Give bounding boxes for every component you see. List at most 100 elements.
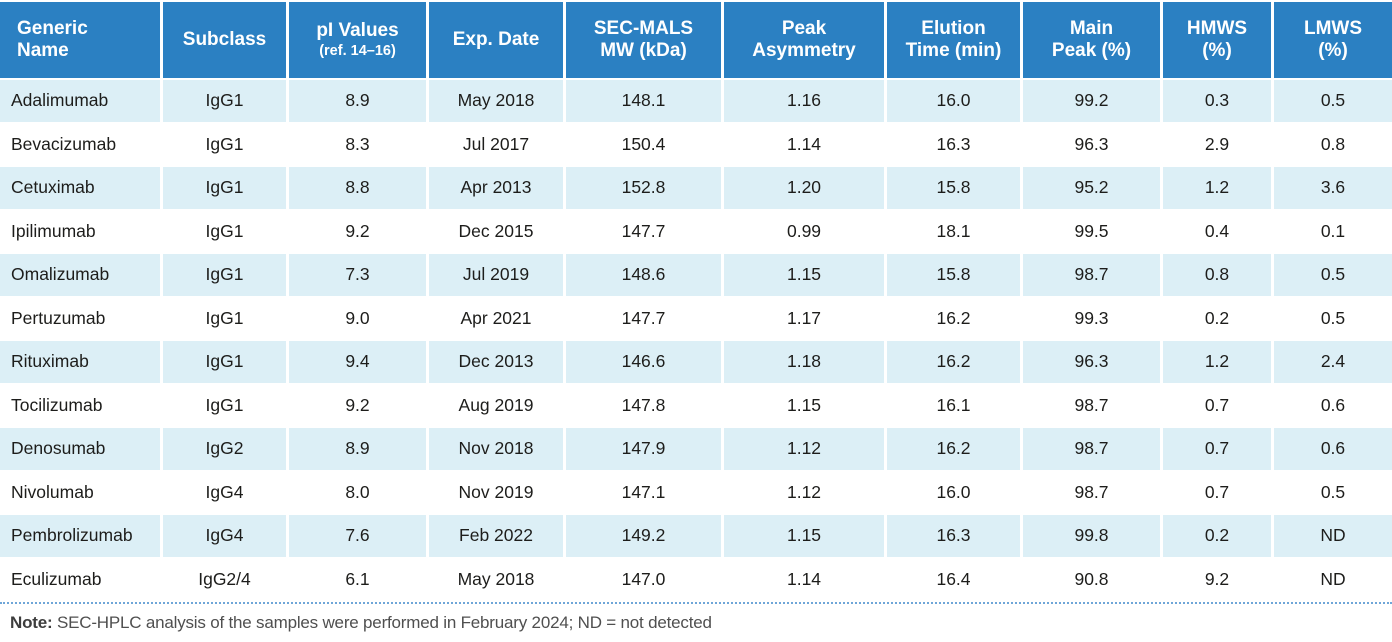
cell-elution-time: 16.0 (887, 78, 1023, 122)
cell-sec-mals-mw: 147.8 (566, 382, 724, 426)
cell-exp-date: Apr 2013 (429, 165, 566, 209)
table-row: Cetuximab IgG1 8.8 Apr 2013 152.8 1.20 15.8 95.… (0, 165, 1392, 209)
cell-pi-values: 7.3 (289, 252, 429, 296)
cell-pi-values: 8.9 (289, 78, 429, 122)
cell-elution-time: 16.3 (887, 121, 1023, 165)
cell-subclass: IgG1 (163, 252, 289, 296)
cell-exp-date: Dec 2015 (429, 208, 566, 252)
cell-exp-date: Jul 2019 (429, 252, 566, 296)
cell-sec-mals-mw: 148.6 (566, 252, 724, 296)
cell-elution-time: 15.8 (887, 165, 1023, 209)
cell-exp-date: Feb 2022 (429, 513, 566, 557)
column-header-label: LMWS (%) (1303, 17, 1363, 61)
cell-pi-values: 9.0 (289, 295, 429, 339)
cell-main-peak: 96.3 (1023, 339, 1163, 383)
cell-hmws: 0.2 (1163, 513, 1274, 557)
cell-pi-values: 8.3 (289, 121, 429, 165)
cell-subclass: IgG4 (163, 513, 289, 557)
cell-hmws: 2.9 (1163, 121, 1274, 165)
cell-pi-values: 8.9 (289, 426, 429, 470)
cell-hmws: 1.2 (1163, 339, 1274, 383)
column-header-exp-date: Exp. Date (429, 2, 566, 78)
note-text: SEC-HPLC analysis of the samples were pe… (52, 613, 712, 632)
cell-exp-date: Apr 2021 (429, 295, 566, 339)
cell-sec-mals-mw: 149.2 (566, 513, 724, 557)
cell-lmws: 0.5 (1274, 295, 1392, 339)
cell-subclass: IgG2 (163, 426, 289, 470)
cell-pi-values: 9.2 (289, 208, 429, 252)
cell-generic-name: Eculizumab (0, 556, 163, 600)
cell-hmws: 0.3 (1163, 78, 1274, 122)
table-row: Rituximab IgG1 9.4 Dec 2013 146.6 1.18 16.2 96.… (0, 339, 1392, 383)
cell-peak-asymmetry: 1.18 (724, 339, 887, 383)
table-body: Adalimumab IgG1 8.9 May 2018 148.1 1.16 16.0 99… (0, 78, 1392, 600)
cell-hmws: 0.4 (1163, 208, 1274, 252)
cell-generic-name: Denosumab (0, 426, 163, 470)
column-header-label: Generic Name (17, 17, 88, 61)
cell-hmws: 1.2 (1163, 165, 1274, 209)
cell-main-peak: 99.5 (1023, 208, 1163, 252)
cell-main-peak: 99.8 (1023, 513, 1163, 557)
cell-peak-asymmetry: 1.14 (724, 556, 887, 600)
cell-elution-time: 16.2 (887, 295, 1023, 339)
cell-exp-date: Jul 2017 (429, 121, 566, 165)
column-header-label: HMWS (%) (1186, 17, 1248, 61)
cell-sec-mals-mw: 152.8 (566, 165, 724, 209)
table-row: Omalizumab IgG1 7.3 Jul 2019 148.6 1.15 15.8 98… (0, 252, 1392, 296)
header-row: Generic Name Subclass pI Values (ref. 14–16… (0, 2, 1392, 78)
column-header-peak-asymmetry: Peak Asymmetry (724, 2, 887, 78)
cell-main-peak: 98.7 (1023, 252, 1163, 296)
column-header-label: Peak Asymmetry (752, 17, 856, 61)
cell-generic-name: Cetuximab (0, 165, 163, 209)
note-label: Note: (10, 613, 53, 632)
table-note: Note: SEC-HPLC analysis of the samples w… (0, 602, 1392, 633)
cell-peak-asymmetry: 1.12 (724, 426, 887, 470)
cell-sec-mals-mw: 147.9 (566, 426, 724, 470)
cell-main-peak: 99.2 (1023, 78, 1163, 122)
cell-pi-values: 9.2 (289, 382, 429, 426)
cell-lmws: 0.6 (1274, 382, 1392, 426)
cell-exp-date: Aug 2019 (429, 382, 566, 426)
cell-peak-asymmetry: 1.15 (724, 513, 887, 557)
table-row: Denosumab IgG2 8.9 Nov 2018 147.9 1.12 16.2 98.… (0, 426, 1392, 470)
cell-pi-values: 8.0 (289, 469, 429, 513)
cell-sec-mals-mw: 147.0 (566, 556, 724, 600)
column-header-generic-name: Generic Name (0, 2, 163, 78)
cell-main-peak: 96.3 (1023, 121, 1163, 165)
cell-hmws: 0.7 (1163, 426, 1274, 470)
column-header-lmws: LMWS (%) (1274, 2, 1392, 78)
cell-generic-name: Nivolumab (0, 469, 163, 513)
cell-elution-time: 15.8 (887, 252, 1023, 296)
cell-pi-values: 6.1 (289, 556, 429, 600)
cell-elution-time: 18.1 (887, 208, 1023, 252)
cell-hmws: 0.2 (1163, 295, 1274, 339)
cell-peak-asymmetry: 1.14 (724, 121, 887, 165)
cell-sec-mals-mw: 147.7 (566, 295, 724, 339)
column-header-sublabel: (ref. 14–16) (319, 43, 396, 60)
cell-exp-date: Dec 2013 (429, 339, 566, 383)
column-header-main-peak: Main Peak (%) (1023, 2, 1163, 78)
cell-lmws: ND (1274, 513, 1392, 557)
cell-exp-date: May 2018 (429, 78, 566, 122)
cell-generic-name: Adalimumab (0, 78, 163, 122)
cell-sec-mals-mw: 147.7 (566, 208, 724, 252)
cell-peak-asymmetry: 1.17 (724, 295, 887, 339)
cell-lmws: 0.1 (1274, 208, 1392, 252)
cell-lmws: 0.5 (1274, 469, 1392, 513)
cell-hmws: 9.2 (1163, 556, 1274, 600)
cell-lmws: 0.8 (1274, 121, 1392, 165)
cell-generic-name: Omalizumab (0, 252, 163, 296)
column-header-pi-values: pI Values (ref. 14–16) (289, 2, 429, 78)
cell-hmws: 0.7 (1163, 382, 1274, 426)
cell-subclass: IgG1 (163, 295, 289, 339)
cell-subclass: IgG4 (163, 469, 289, 513)
column-header-label: pI Values (316, 20, 399, 42)
cell-lmws: 0.5 (1274, 252, 1392, 296)
cell-exp-date: Nov 2019 (429, 469, 566, 513)
cell-sec-mals-mw: 150.4 (566, 121, 724, 165)
column-header-hmws: HMWS (%) (1163, 2, 1274, 78)
cell-subclass: IgG1 (163, 339, 289, 383)
cell-hmws: 0.8 (1163, 252, 1274, 296)
cell-generic-name: Ipilimumab (0, 208, 163, 252)
cell-pi-values: 8.8 (289, 165, 429, 209)
